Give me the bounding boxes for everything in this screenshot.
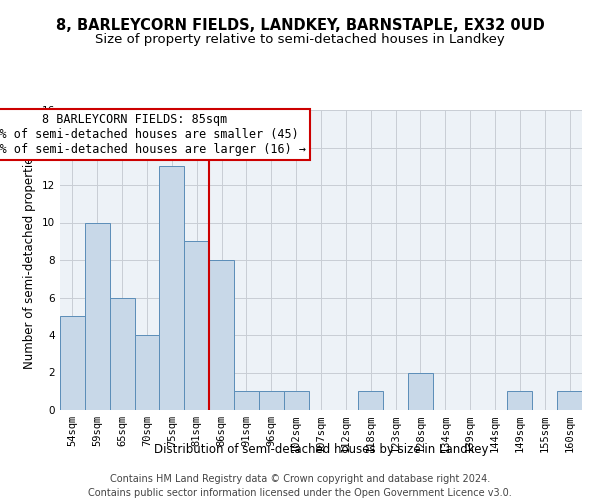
Bar <box>408 372 433 410</box>
Bar <box>284 391 308 410</box>
Bar <box>85 222 110 410</box>
Bar <box>234 391 259 410</box>
Bar <box>184 242 209 410</box>
Bar <box>110 298 134 410</box>
Text: Distribution of semi-detached houses by size in Landkey: Distribution of semi-detached houses by … <box>154 442 488 456</box>
Bar <box>60 316 85 410</box>
Bar <box>557 391 582 410</box>
Text: Size of property relative to semi-detached houses in Landkey: Size of property relative to semi-detach… <box>95 32 505 46</box>
Bar <box>508 391 532 410</box>
Bar <box>259 391 284 410</box>
Bar <box>209 260 234 410</box>
Y-axis label: Number of semi-detached properties: Number of semi-detached properties <box>23 150 37 370</box>
Bar <box>160 166 184 410</box>
Text: Contains HM Land Registry data © Crown copyright and database right 2024.
Contai: Contains HM Land Registry data © Crown c… <box>88 474 512 498</box>
Bar <box>134 335 160 410</box>
Text: 8, BARLEYCORN FIELDS, LANDKEY, BARNSTAPLE, EX32 0UD: 8, BARLEYCORN FIELDS, LANDKEY, BARNSTAPL… <box>56 18 544 32</box>
Text: 8 BARLEYCORN FIELDS: 85sqm
← 74% of semi-detached houses are smaller (45)
   26%: 8 BARLEYCORN FIELDS: 85sqm ← 74% of semi… <box>0 113 305 156</box>
Bar <box>358 391 383 410</box>
